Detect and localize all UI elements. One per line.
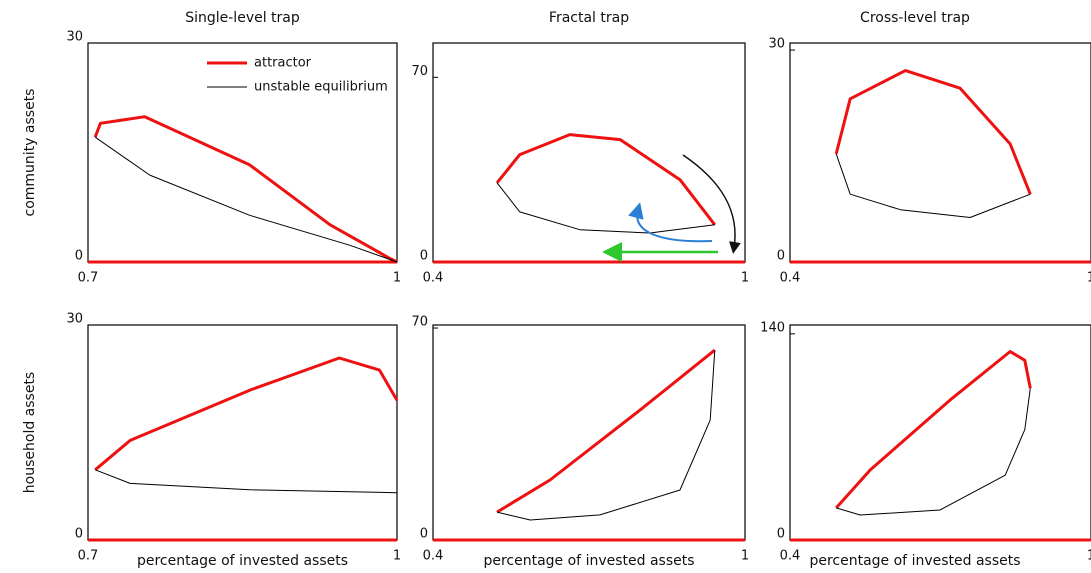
series-line	[790, 350, 1091, 542]
panel-title: Single-level trap	[185, 10, 300, 26]
y-tick-label: 70	[411, 315, 428, 330]
x-tick-label: 1	[741, 271, 749, 286]
series-line	[790, 69, 1091, 264]
panel-title: Cross-level trap	[860, 10, 970, 26]
x-tick-label: 0.4	[423, 271, 444, 286]
x-tick-label: 0.7	[78, 549, 99, 564]
x-tick-label: 1	[393, 271, 401, 286]
y-tick-label: 0	[777, 249, 785, 264]
y-tick-label: 0	[75, 249, 83, 264]
plot-frame	[789, 324, 1091, 541]
dynamics-arrows	[602, 154, 741, 262]
x-tick-label: 1	[741, 549, 749, 564]
x-axis-label: percentage of invested assets	[137, 553, 348, 569]
series-line	[835, 153, 1031, 218]
series-line	[433, 133, 745, 264]
y-tick-label: 30	[66, 30, 83, 45]
plot-frame	[432, 324, 746, 541]
x-axis-label: percentage of invested assets	[483, 553, 694, 569]
plot-frame	[87, 42, 398, 263]
panel: 0.4 1 0 140 percentage of invested assets	[760, 320, 1091, 569]
panel: 0.7 1 0 30 Single-level trap community assets…	[22, 10, 401, 286]
series-line	[88, 115, 398, 264]
series-line	[496, 182, 715, 234]
legend-label: attractor	[254, 56, 312, 71]
y-axis-label: household assets	[22, 372, 38, 493]
series-line	[95, 469, 398, 494]
legend-label: unstable equilibrium	[254, 80, 388, 95]
y-tick-label: 70	[411, 64, 428, 79]
arrow	[628, 202, 713, 243]
x-tick-label: 0.4	[780, 549, 801, 564]
series-line	[88, 356, 399, 542]
x-tick-label: 1	[1087, 271, 1091, 286]
y-tick-label: 30	[768, 37, 785, 52]
series-line	[94, 136, 398, 263]
x-tick-label: 1	[393, 549, 401, 564]
panel: 0.4 1 0 30 Cross-level trap	[768, 10, 1091, 286]
y-tick-label: 0	[777, 527, 785, 542]
y-tick-label: 0	[420, 527, 428, 542]
series-line	[496, 350, 716, 521]
y-tick-label: 0	[420, 249, 428, 264]
series-line	[836, 388, 1031, 516]
panel: 0.7 1 0 30 percentage of invested assets hous…	[22, 312, 401, 570]
y-tick-label: 140	[760, 320, 785, 335]
plot-frame	[87, 324, 398, 541]
y-tick-label: 0	[75, 527, 83, 542]
x-tick-label: 0.4	[780, 271, 801, 286]
x-tick-label: 1	[1087, 549, 1091, 564]
panel: 0.4 1 0 70 Fractal trap	[411, 10, 749, 286]
x-tick-label: 0.7	[78, 271, 99, 286]
panel-title: Fractal trap	[549, 10, 629, 26]
series-line	[433, 348, 745, 542]
x-tick-label: 0.4	[423, 549, 444, 564]
plot-frame	[432, 42, 746, 263]
y-axis-label: community assets	[22, 89, 38, 217]
x-axis-label: percentage of invested assets	[809, 553, 1020, 569]
arrow	[682, 154, 741, 254]
y-tick-label: 30	[66, 312, 83, 327]
panel: 0.4 1 0 70 percentage of invested assets	[411, 315, 749, 569]
